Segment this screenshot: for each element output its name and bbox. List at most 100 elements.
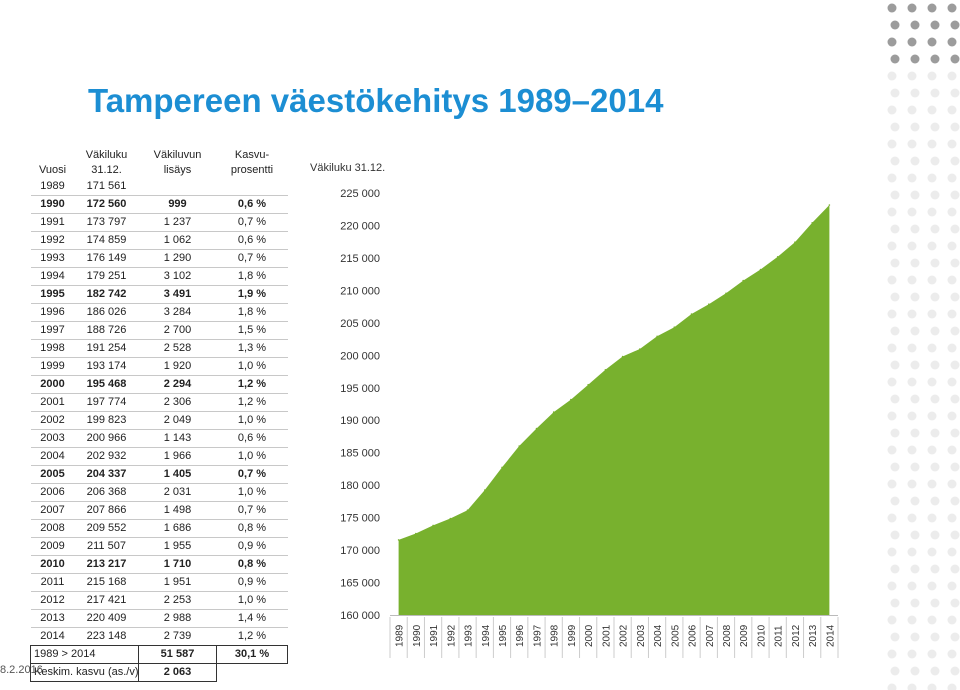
decor-dot (890, 326, 900, 336)
growth-cell: 0,7 % (237, 504, 267, 516)
decor-dot (927, 37, 937, 47)
increase-cell: 1 143 (163, 432, 192, 444)
y-tick-label: 190 000 (340, 415, 380, 427)
decor-dot (947, 615, 957, 625)
decor-dot (950, 156, 960, 166)
data-point (759, 268, 762, 271)
decor-dot (890, 156, 900, 166)
y-tick-label: 185 000 (340, 448, 380, 460)
decor-dot (927, 445, 937, 455)
decor-dot (910, 20, 920, 30)
table-row: 2009 211 507 1 955 0,9 % (30, 538, 288, 556)
decor-dot (907, 139, 917, 149)
decor-dot (930, 598, 940, 608)
data-point (415, 532, 417, 535)
decor-dot (907, 581, 917, 591)
decor-dot (907, 377, 917, 387)
year-cell: 1996 (40, 306, 65, 318)
year-cell: 2014 (40, 630, 65, 642)
decor-dot (907, 309, 917, 319)
population-cell: 202 932 (86, 450, 127, 462)
decor-dot (950, 88, 960, 98)
increase-cell: 1 686 (163, 522, 192, 534)
decor-dot (927, 275, 937, 285)
increase-cell: 1 710 (163, 558, 192, 570)
table-row: 1998 191 254 2 528 1,3 % (30, 340, 288, 358)
decor-dot (930, 462, 940, 472)
decor-dot (947, 649, 957, 659)
date-label: 8.2.2016 (0, 664, 43, 676)
decor-dot (887, 3, 897, 13)
growth-cell (217, 178, 288, 196)
decor-dot (930, 190, 940, 200)
decor-dot (910, 54, 920, 64)
decor-dot (947, 275, 957, 285)
x-tick-label: 1990 (412, 624, 423, 647)
decor-dot (927, 3, 937, 13)
table-row: 2001 197 774 2 306 1,2 % (30, 394, 288, 412)
data-point (690, 313, 693, 315)
year-cell: 2006 (40, 486, 65, 498)
x-tick-label: 2014 (825, 624, 836, 647)
x-tick-label: 1991 (429, 624, 440, 647)
decor-dot (907, 649, 917, 659)
population-cell: 223 148 (86, 630, 127, 642)
increase-cell: 1 955 (163, 540, 192, 552)
decor-dot (950, 632, 960, 642)
decor-dot (887, 411, 897, 421)
growth-cell: 1,0 % (237, 414, 267, 426)
decor-dot (910, 394, 920, 404)
table-row: 1992 174 859 1 062 0,6 % (30, 232, 288, 250)
population-area-chart: 160 000 165 000 170 000 175 000 180 000 185 0… (340, 188, 839, 658)
decor-dot (887, 309, 897, 319)
data-point (742, 279, 744, 282)
growth-cell: 0,6 % (237, 432, 267, 444)
table-header-row: Vuosi Väkiluku 31.12. Väkiluvun lisäys Kas… (31, 146, 288, 178)
table-row: 1993 176 149 1 290 0,7 % (30, 250, 288, 268)
x-tick-label: 1997 (532, 624, 543, 647)
table-row: 1989 171 561 (30, 178, 288, 196)
y-tick-label: 180 000 (340, 480, 380, 492)
x-tick-label: 2012 (791, 624, 802, 647)
year-cell: 2003 (40, 432, 65, 444)
table-row: 2012 217 421 2 253 1,0 % (30, 592, 288, 610)
data-point (432, 524, 434, 527)
decor-dot (907, 241, 917, 251)
y-tick-label: 165 000 (340, 578, 380, 590)
y-tick-label: 200 000 (340, 350, 380, 362)
decor-dot (910, 666, 920, 676)
increase-cell: 2 700 (163, 324, 192, 336)
decor-dot (930, 156, 940, 166)
decor-dot (887, 615, 897, 625)
average-increase: 2 063 (138, 663, 217, 682)
decor-dot (910, 496, 920, 506)
decor-dot (950, 54, 960, 64)
table-row: 2008 209 552 1 686 0,8 % (30, 520, 288, 538)
x-tick-label: 1998 (550, 624, 561, 647)
x-tick-label: 2008 (722, 624, 733, 647)
growth-cell: 1,2 % (237, 630, 267, 642)
year-cell: 1998 (40, 342, 65, 354)
growth-cell: 0,7 % (237, 252, 267, 264)
increase-cell: 1 951 (163, 576, 192, 588)
x-tick-label: 2010 (756, 624, 767, 647)
population-cell: 188 726 (86, 324, 127, 336)
decor-dot (887, 513, 897, 523)
decor-dot (947, 173, 957, 183)
table-row: 1990 172 560 999 0,6 % (30, 196, 288, 214)
x-tick-label: 1992 (446, 624, 457, 647)
decor-dot (907, 173, 917, 183)
population-cell: 186 026 (86, 306, 127, 318)
decor-dot (890, 360, 900, 370)
population-cell: 211 507 (87, 540, 126, 552)
growth-cell: 0,9 % (237, 540, 267, 552)
table-row: 1994 179 251 3 102 1,8 % (30, 268, 288, 286)
growth-cell: 1,4 % (237, 612, 267, 624)
decorative-dot-pattern (887, 3, 960, 690)
decor-dot (910, 598, 920, 608)
data-point (518, 445, 520, 447)
decor-dot (930, 632, 940, 642)
year-cell: 2008 (40, 522, 65, 534)
decor-dot (950, 666, 960, 676)
increase-cell: 1 290 (163, 252, 192, 264)
